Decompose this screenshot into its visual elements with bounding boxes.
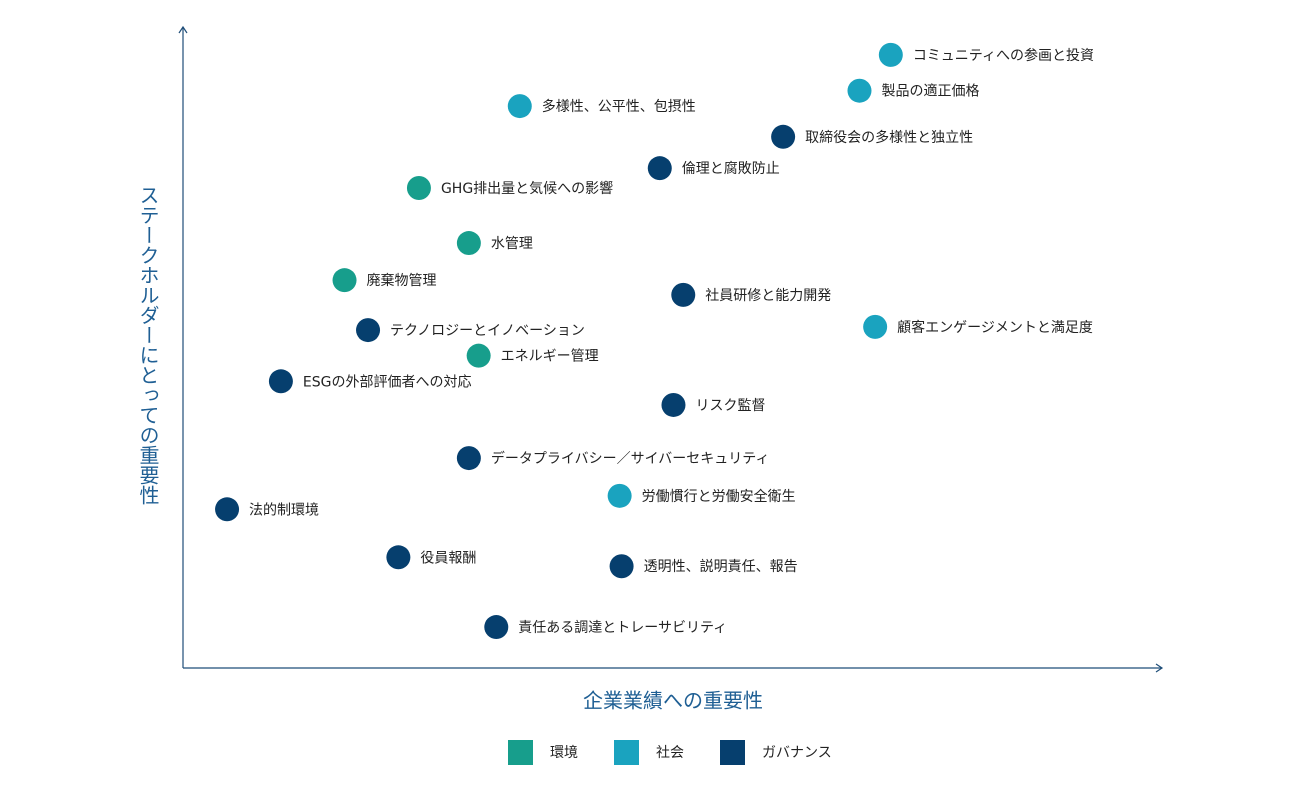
point: [456, 446, 481, 471]
point-label: 社員研修と能力開発: [705, 288, 831, 304]
point: [771, 124, 796, 149]
point: [215, 497, 240, 522]
point-label: 製品の適正価格: [881, 83, 979, 100]
point: [268, 369, 293, 394]
point: [386, 545, 411, 570]
legend-swatch: [614, 740, 639, 765]
x-axis-title: 企業業績への重要性: [583, 689, 763, 713]
point-label: 倫理と腐敗防止: [682, 160, 780, 177]
point-label: 多様性、公平性、包摂性: [542, 98, 696, 115]
legend-label: 環境: [550, 745, 578, 761]
point: [332, 268, 357, 293]
point: [609, 554, 634, 579]
y-axis-title: ステークホルダーにとっての重要性: [136, 185, 160, 505]
legend-swatch: [508, 740, 533, 765]
point: [847, 78, 872, 103]
point-label: 顧客エンゲージメントと満足度: [897, 319, 1093, 336]
legend-swatch: [720, 740, 745, 765]
point: [607, 483, 632, 508]
point: [484, 615, 509, 640]
axes: [178, 25, 1164, 673]
point: [863, 314, 888, 339]
legend-label: 社会: [656, 745, 684, 761]
point-label: 労働慣行と労働安全衛生: [642, 488, 796, 505]
point: [878, 42, 903, 67]
point-label: データプライバシー／サイバーセキュリティ: [491, 450, 770, 467]
point: [356, 318, 381, 343]
point-label: 責任ある調達とトレーサビリティ: [518, 620, 727, 636]
point-label: コミュニティへの参画と投資: [913, 47, 1094, 64]
point: [647, 156, 672, 181]
point: [507, 94, 532, 119]
point: [671, 282, 696, 307]
point-label: 透明性、説明責任、報告: [644, 559, 798, 575]
point: [406, 176, 431, 200]
point-label: GHG排出量と気候への影響: [441, 180, 613, 197]
point-label: テクノロジーとイノベーション: [390, 323, 585, 339]
legend-label: ガバナンス: [762, 745, 832, 761]
point-label: 役員報酬: [420, 550, 476, 566]
x-axis-arrow: [1155, 663, 1164, 673]
point-label: 取締役会の多様性と独立性: [805, 129, 973, 146]
y-axis-arrow: [178, 25, 188, 34]
point-label: ESGの外部評価者への対応: [303, 374, 472, 390]
point: [661, 392, 686, 417]
point-label: エネルギー管理: [501, 349, 599, 365]
point: [466, 343, 491, 368]
point-label: リスク監督: [695, 397, 765, 414]
point-label: 法的制環境: [249, 502, 319, 518]
point: [456, 231, 481, 256]
point-label: 廃棄物管理: [367, 272, 437, 289]
point-label: 水管理: [491, 236, 533, 252]
